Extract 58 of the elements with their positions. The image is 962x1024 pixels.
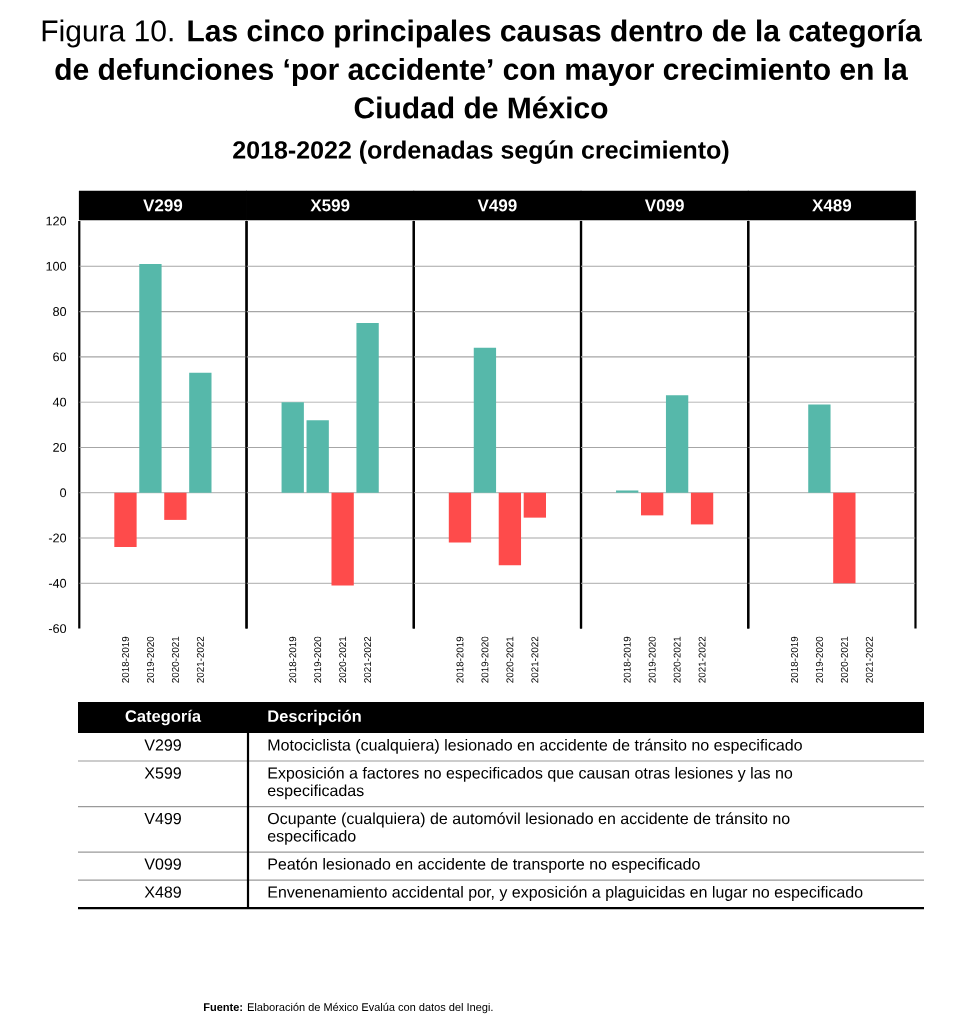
text: V099 <box>144 858 181 870</box>
bar <box>164 492 187 520</box>
text: Ocupante (cualquiera) de automóvil lesionado en accidente de tránsito no especificado <box>267 812 790 845</box>
text: Categoría <box>125 709 202 726</box>
text: X599 <box>144 767 181 779</box>
x-tick-label: 2019-2020 <box>815 636 823 683</box>
text: X489 <box>144 886 181 898</box>
x-tick-label: 2019-2020 <box>481 636 489 683</box>
y-tick-label: 120 <box>46 216 67 226</box>
text: Fuente: Elaboración de México Evalúa con datos del Inegi. <box>204 1002 493 1014</box>
chart-title: X599 <box>310 199 350 212</box>
x-tick-label: 2020-2021 <box>339 636 347 683</box>
text: Envenenamiento accidental por, y exposición a plaguicidas en lugar no especificado <box>268 885 863 901</box>
bar <box>331 492 354 586</box>
text: Motociclista (cualquiera) lesionado en accidente de tránsito no especificado <box>268 738 802 754</box>
x-tick-label: 2018-2019 <box>456 636 464 683</box>
x-tick-label: 2019-2020 <box>314 636 322 683</box>
text: Exposición a factores no especificados que causan otras lesiones y las no especificadas <box>267 766 793 800</box>
chart-title: V099 <box>644 199 684 212</box>
text: V499 <box>144 812 181 825</box>
chart-title: V299 <box>143 199 183 212</box>
chart-title: V499 <box>477 199 517 212</box>
bar <box>189 372 212 493</box>
text: Descripción <box>268 709 361 726</box>
bar <box>356 322 379 493</box>
text: 2018-2022 (ordenadas según crecimiento) <box>233 140 729 164</box>
x-tick-label: 2019-2020 <box>146 636 154 683</box>
x-tick-label: 2021-2022 <box>698 636 706 683</box>
y-tick-label: 80 <box>53 307 67 317</box>
x-tick-label: 2021-2022 <box>196 636 204 683</box>
y-tick-label: 20 <box>53 442 67 452</box>
x-tick-label: 2020-2021 <box>171 636 179 683</box>
x-tick-label: 2018-2019 <box>289 636 297 683</box>
y-tick-label: -20 <box>48 533 67 543</box>
bar <box>281 402 304 493</box>
text: Figura 10. Las cinco principales causas dentro de la categoría de defunciones ‘por accidente’ con mayor crecimiento en la Ciudad de México <box>42 19 922 119</box>
text: V299 <box>144 739 181 751</box>
x-tick-label: 2020-2021 <box>673 636 681 683</box>
bar <box>306 420 329 493</box>
x-tick-label: 2018-2019 <box>790 636 798 683</box>
y-tick-label: 0 <box>60 488 67 498</box>
x-tick-label: 2020-2021 <box>506 636 514 683</box>
x-tick-label: 2021-2022 <box>865 636 873 683</box>
y-tick-label: 40 <box>52 397 67 407</box>
y-tick-label: -40 <box>48 578 67 588</box>
x-tick-label: 2018-2019 <box>623 636 631 683</box>
y-tick-label: 60 <box>53 352 67 362</box>
bar <box>114 492 137 548</box>
x-tick-label: 2021-2022 <box>531 636 539 683</box>
y-tick-label: -60 <box>48 624 67 634</box>
text: Peatón lesionado en accidente de transporte no especificado <box>268 857 700 873</box>
y-tick-label: 100 <box>46 261 67 271</box>
x-tick-label: 2018-2019 <box>122 636 129 683</box>
x-tick-label: 2019-2020 <box>648 636 656 683</box>
bar <box>139 264 162 493</box>
chart-title: X489 <box>812 199 852 212</box>
x-tick-label: 2020-2021 <box>840 636 848 683</box>
x-tick-label: 2021-2022 <box>364 636 372 683</box>
